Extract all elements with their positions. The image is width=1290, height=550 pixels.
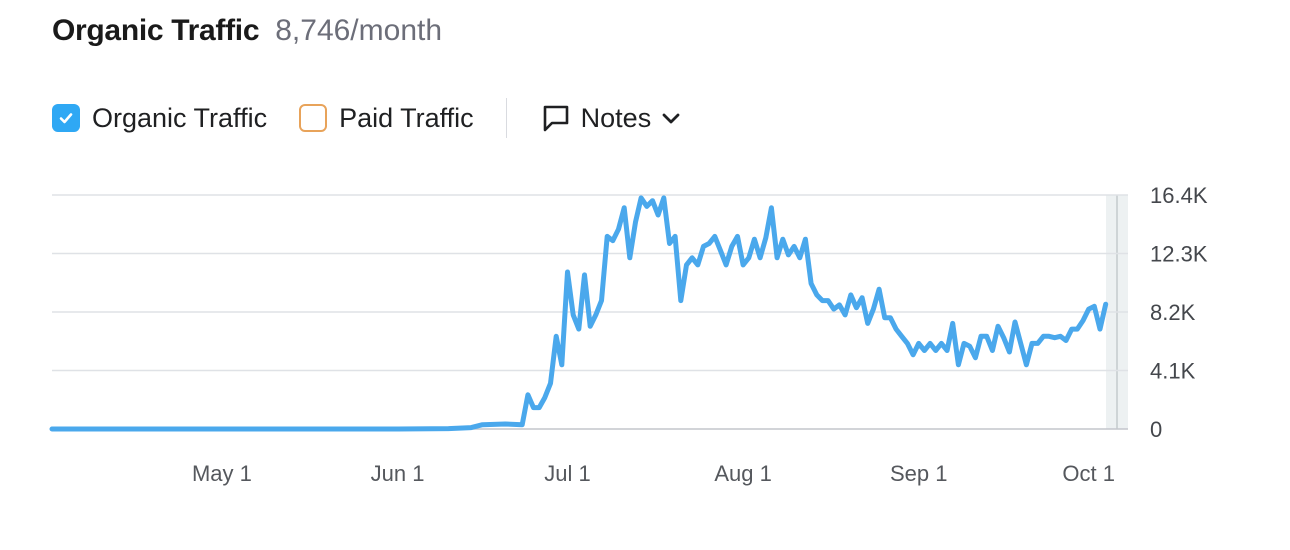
organic-traffic-series-line bbox=[49, 195, 1109, 432]
checkmark-icon bbox=[59, 113, 73, 124]
organic-traffic-checkbox[interactable] bbox=[52, 104, 80, 132]
y-tick-label: 16.4K bbox=[1150, 183, 1208, 208]
x-tick-label: Jun 1 bbox=[371, 461, 425, 486]
x-tick-label: Jul 1 bbox=[544, 461, 590, 486]
x-tick-label: Aug 1 bbox=[714, 461, 772, 486]
comment-icon bbox=[543, 105, 568, 132]
y-tick-label: 4.1K bbox=[1150, 359, 1196, 384]
y-tick-label: 8.2K bbox=[1150, 300, 1196, 325]
x-tick-label: May 1 bbox=[192, 461, 252, 486]
y-tick-label: 12.3K bbox=[1150, 242, 1208, 267]
notes-label: Notes bbox=[580, 102, 652, 133]
organic-traffic-toggle[interactable]: Organic Traffic bbox=[52, 103, 267, 134]
y-tick-label: 0 bbox=[1150, 417, 1162, 442]
chart-header: Organic Traffic 8,746/month bbox=[52, 14, 442, 48]
notes-dropdown[interactable]: Notes bbox=[541, 103, 682, 134]
organic-traffic-label: Organic Traffic bbox=[92, 102, 268, 133]
paid-traffic-label: Paid Traffic bbox=[339, 102, 474, 133]
controls-divider bbox=[505, 98, 507, 138]
x-tick-label: Oct 1 bbox=[1062, 461, 1115, 486]
chevron-down-icon bbox=[661, 111, 681, 125]
paid-traffic-toggle[interactable]: Paid Traffic bbox=[299, 103, 474, 134]
paid-traffic-checkbox[interactable] bbox=[299, 104, 328, 132]
chart-controls: Organic Traffic Paid Traffic Notes bbox=[52, 98, 682, 138]
x-tick-label: Sep 1 bbox=[890, 461, 948, 486]
traffic-value: 8,746/month bbox=[275, 14, 443, 47]
chart-title: Organic Traffic bbox=[52, 14, 260, 47]
